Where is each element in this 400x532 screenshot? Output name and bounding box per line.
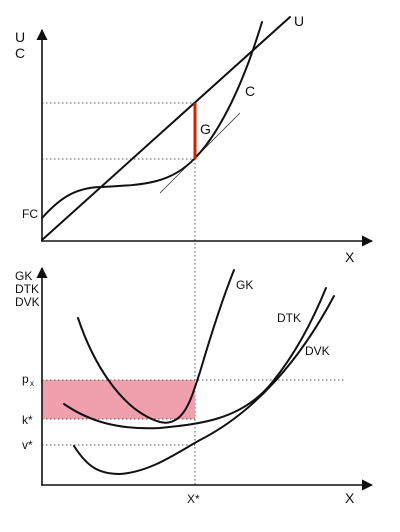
curve-U-label: U (294, 13, 304, 29)
k-star-label: k* (22, 413, 33, 427)
price-label-sub: x (30, 379, 34, 388)
curve-DTK-label: DTK (277, 311, 301, 325)
price-label-main: p (22, 372, 29, 386)
profit-area (42, 380, 195, 419)
v-star-label: v* (22, 438, 33, 452)
curve-DVK (73, 295, 335, 475)
gap-G-label: G (200, 121, 211, 137)
fixed-cost-label: FC (22, 207, 38, 221)
top-y-axis-label-U: U (15, 29, 25, 45)
curve-GK-label: GK (236, 278, 253, 292)
x-star-label: X* (187, 492, 200, 506)
bottom-y-axis-label-GK: GK (15, 269, 32, 283)
top-panel: U C U C G FC X (15, 13, 374, 485)
bottom-panel: GK DTK DVK GK DTK DVK p x k* v* X* X (15, 266, 374, 506)
curve-GK (77, 269, 235, 424)
curve-DVK-label: DVK (305, 344, 330, 358)
curve-DTK (63, 287, 327, 430)
top-x-axis-label: X (345, 249, 355, 265)
bottom-y-axis-label-DVK: DVK (15, 295, 40, 309)
revenue-line-U (41, 16, 291, 241)
price-label: p x (22, 372, 34, 388)
curve-C-label: C (245, 83, 255, 99)
bottom-y-axis-label-DTK: DTK (15, 282, 39, 296)
top-y-axis-label-C: C (15, 45, 25, 61)
bottom-x-axis-label: X (345, 490, 355, 506)
cost-curve-C (41, 21, 263, 219)
